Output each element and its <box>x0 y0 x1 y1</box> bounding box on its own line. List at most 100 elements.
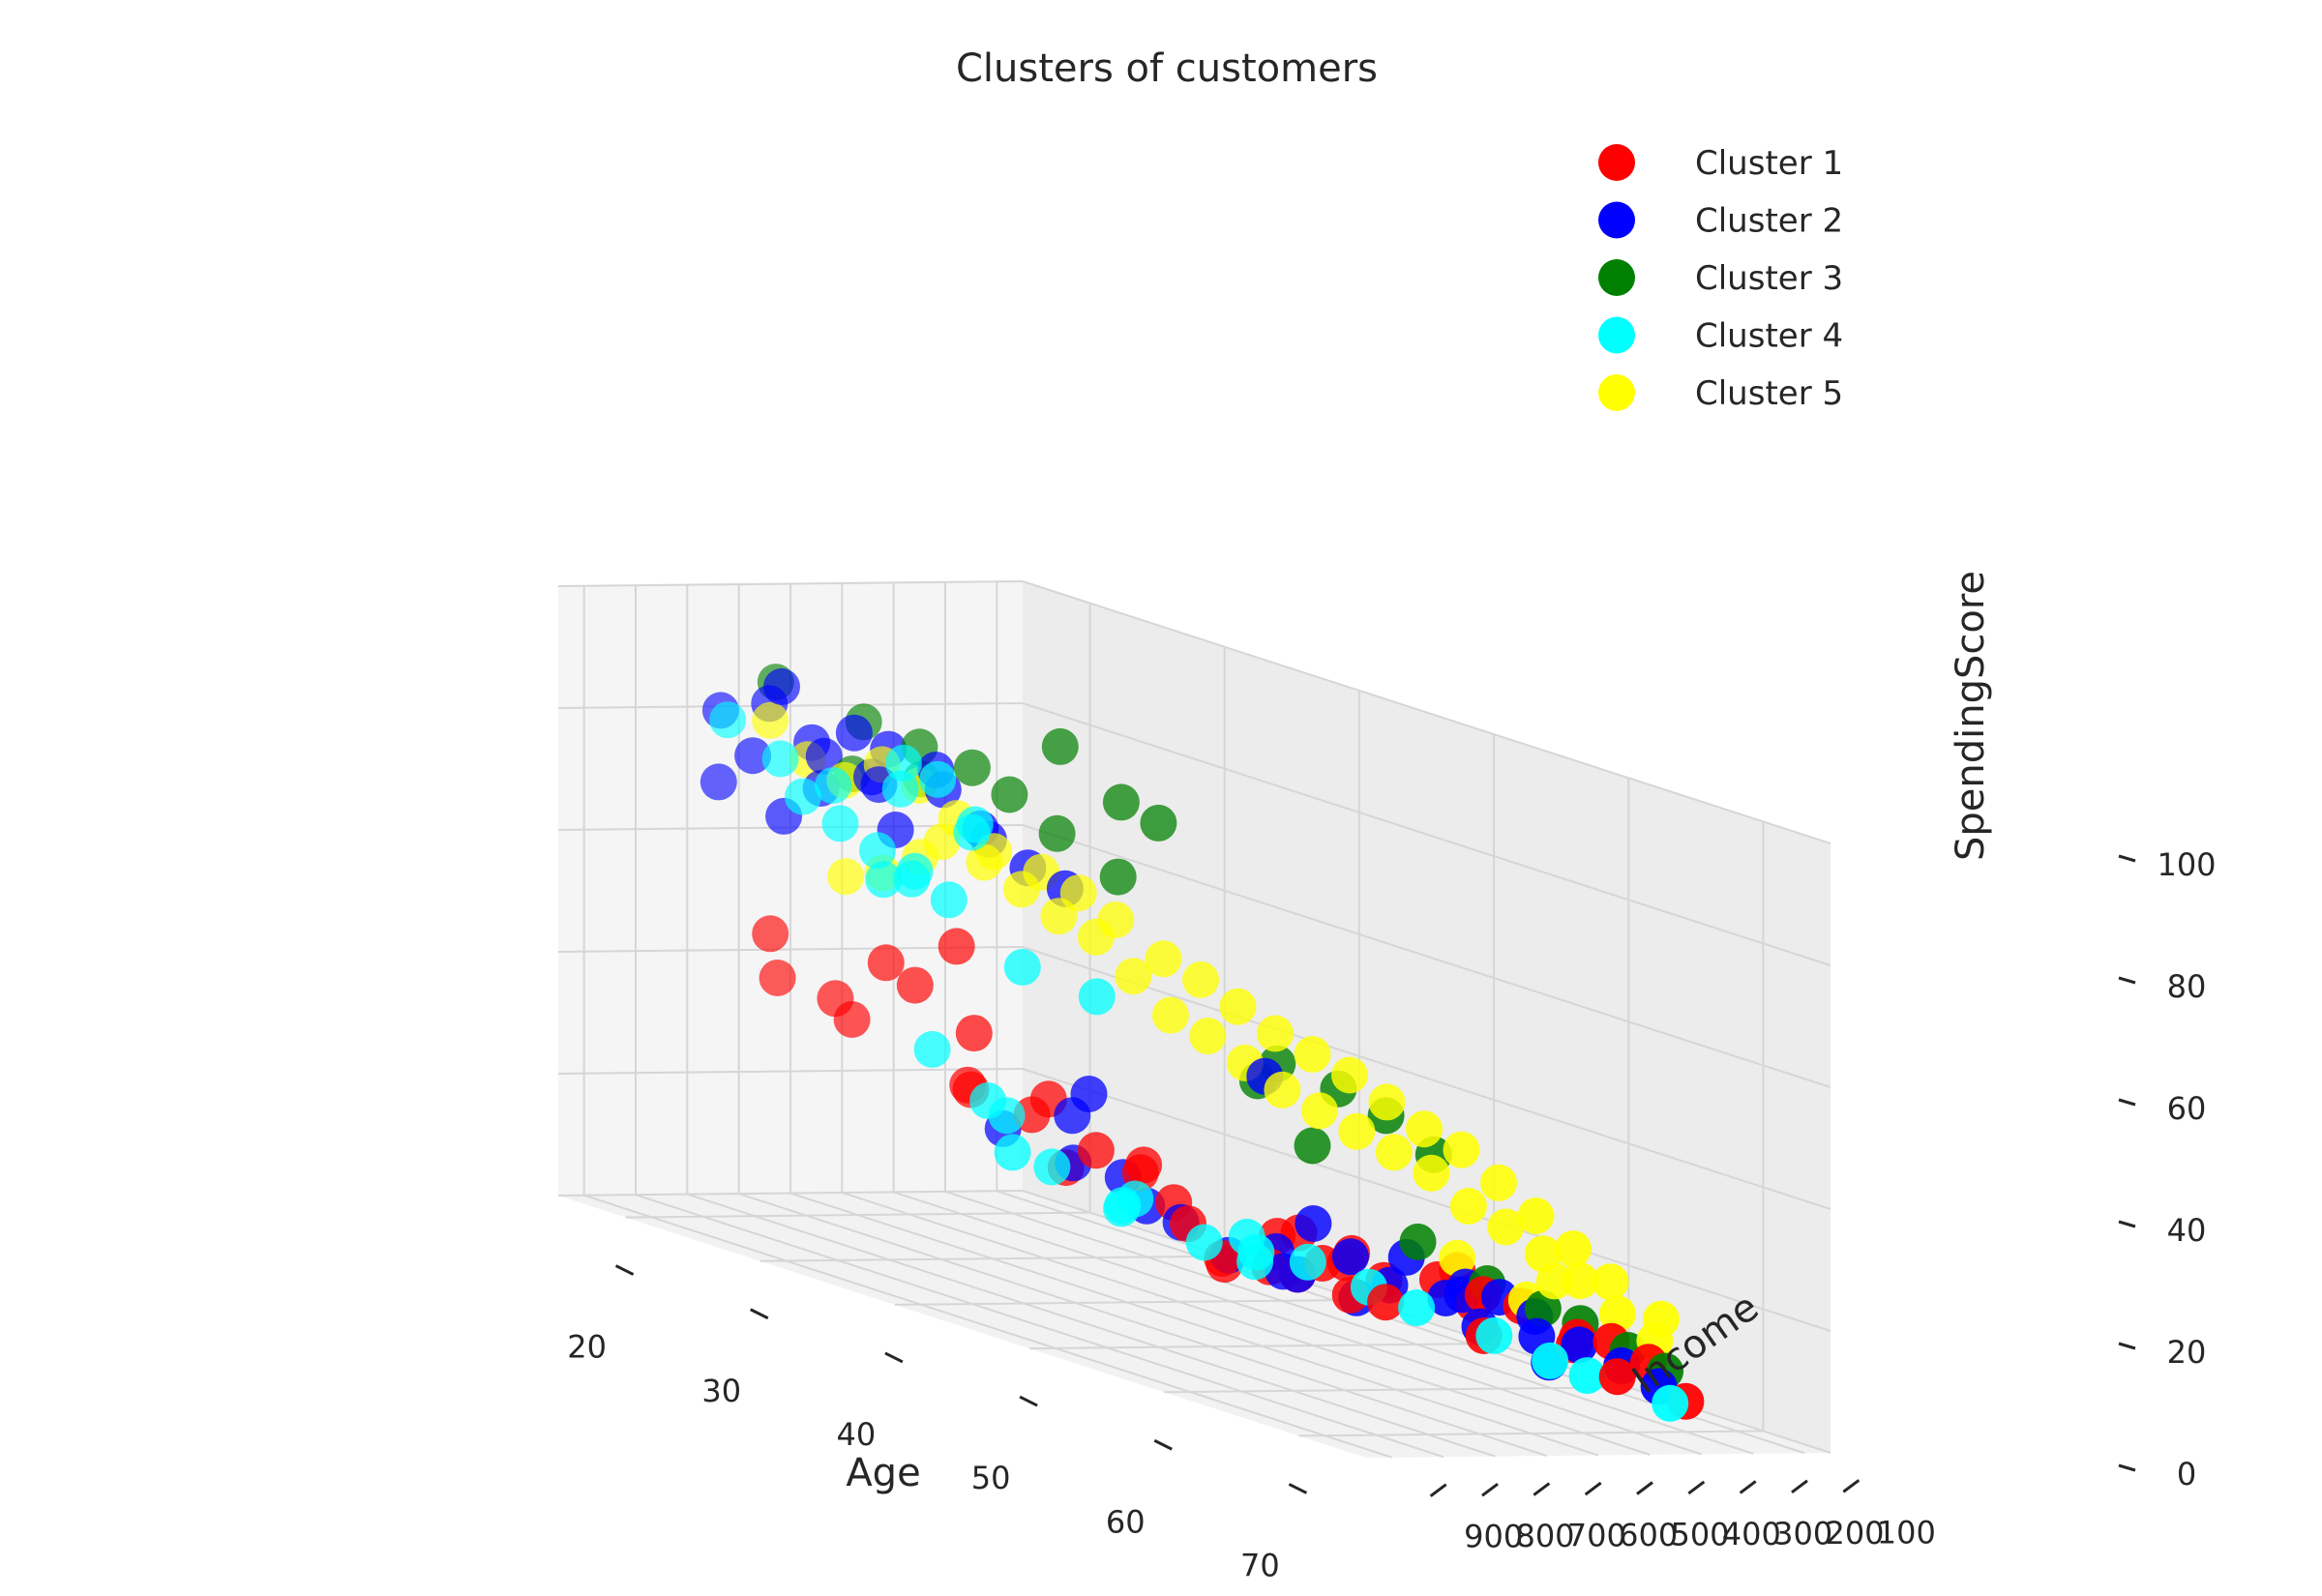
cluster-3-point <box>1038 814 1076 852</box>
x-tick-label: 20 <box>567 1329 607 1366</box>
cluster-5-point <box>1189 1018 1227 1055</box>
cluster-4-point <box>881 770 919 808</box>
cluster-4-point <box>709 701 747 739</box>
cluster-1-point <box>752 915 789 953</box>
cluster-3-point <box>1294 1127 1331 1165</box>
cluster-5-point <box>1300 1092 1338 1130</box>
y-tick-mark <box>1584 1481 1602 1496</box>
cluster-4-point <box>761 740 799 778</box>
x-tick-mark <box>614 1264 635 1276</box>
grid-line-z-left <box>557 580 1024 587</box>
cluster-3-point <box>1524 1290 1562 1327</box>
z-tick-mark <box>2118 976 2136 985</box>
cluster-5-point <box>1443 1131 1480 1168</box>
cluster-4-point <box>821 805 859 842</box>
cluster-4-point <box>930 881 968 919</box>
y-tick-mark <box>1842 1479 1861 1493</box>
grid-line-z-left <box>557 702 1024 709</box>
cluster-4-point <box>1185 1224 1223 1261</box>
x-axis-label: Age <box>846 1451 920 1495</box>
z-tick-label: 20 <box>2167 1334 2207 1371</box>
cluster-2-point <box>763 667 800 705</box>
grid-line-y-floor <box>944 1190 1754 1455</box>
legend-marker-cluster-5 <box>1598 374 1635 411</box>
cluster-5-point <box>1439 1239 1476 1277</box>
y-tick-mark <box>1429 1483 1447 1497</box>
y-tick-mark <box>1791 1479 1808 1494</box>
cluster-5-point <box>1264 1071 1301 1108</box>
legend-marker-cluster-2 <box>1598 201 1635 239</box>
y-tick-label: 700 <box>1567 1518 1626 1554</box>
cluster-2-point <box>700 763 737 801</box>
cluster-2-point <box>1070 1076 1108 1112</box>
cluster-3-point <box>1140 804 1177 842</box>
cluster-4-point <box>785 778 821 815</box>
axes-panes <box>558 581 1831 1458</box>
y-tick-label: 900 <box>1464 1519 1523 1555</box>
cluster-3-point <box>953 749 991 786</box>
z-axis-label: SpendingScore <box>1949 571 1993 861</box>
grid-line-y-floor <box>635 1194 1444 1459</box>
y-tick-mark <box>1739 1480 1757 1494</box>
y-tick-label: 300 <box>1773 1515 1832 1552</box>
cluster-4-point <box>1475 1316 1513 1354</box>
y-tick-label: 600 <box>1619 1517 1678 1553</box>
grid-line-z-back <box>1022 580 1831 844</box>
z-tick-label: 80 <box>2167 968 2207 1005</box>
legend-label-cluster-5: Cluster 5 <box>1695 374 1843 413</box>
x-tick-label: 30 <box>701 1373 741 1409</box>
cluster-4-point <box>994 1134 1031 1171</box>
cluster-1-point <box>1598 1358 1636 1396</box>
cluster-4-point <box>1532 1342 1569 1379</box>
cluster-5-point <box>1257 1015 1294 1052</box>
cluster-5-point <box>1294 1036 1331 1073</box>
grid-line-y-floor <box>583 1194 1392 1459</box>
grid-line-y-floor <box>687 1193 1496 1458</box>
cluster-5-point <box>1059 874 1097 912</box>
cluster-3-point <box>1399 1223 1437 1260</box>
cluster-4-point <box>1078 978 1116 1016</box>
cluster-4-point <box>919 760 957 798</box>
cluster-4-point <box>1033 1148 1071 1186</box>
cluster-3-point <box>1099 858 1137 896</box>
cluster-5-point <box>1219 988 1257 1025</box>
cluster-4-point <box>815 767 852 805</box>
z-tick-mark <box>2118 854 2136 863</box>
cluster-4-point <box>859 832 896 870</box>
cluster-4-point <box>1289 1243 1326 1281</box>
x-tick-label: 60 <box>1106 1503 1146 1540</box>
cluster-5-point <box>1182 961 1219 998</box>
y-tick-mark <box>1687 1480 1706 1495</box>
cluster-5-point <box>1115 958 1152 995</box>
cluster-2-point <box>835 714 873 752</box>
cluster-1-point <box>938 928 975 965</box>
cluster-5-point <box>1480 1164 1517 1201</box>
x-tick-mark <box>1153 1438 1173 1451</box>
legend-marker-cluster-4 <box>1598 316 1635 354</box>
grid-line-z-back <box>1022 702 1831 966</box>
y-tick-mark <box>1533 1482 1551 1496</box>
y-tick-mark <box>1636 1481 1653 1495</box>
cluster-2-point <box>1561 1326 1598 1364</box>
cluster-4-point <box>1103 1190 1141 1227</box>
cluster-5-point <box>1368 1083 1406 1121</box>
cluster-1-point <box>833 1001 871 1038</box>
cluster-5-point <box>1338 1112 1376 1150</box>
legend-label-cluster-2: Cluster 2 <box>1695 202 1843 241</box>
grid-line-z-back <box>1022 824 1831 1088</box>
x-tick-label: 40 <box>837 1416 877 1453</box>
z-tick-label: 0 <box>2177 1456 2196 1493</box>
legend-marker-cluster-3 <box>1598 259 1635 296</box>
legend-label-cluster-4: Cluster 4 <box>1695 317 1843 356</box>
cluster-4-point <box>1568 1357 1606 1395</box>
y-tick-label: 500 <box>1670 1517 1729 1553</box>
y-tick-label: 200 <box>1825 1515 1884 1552</box>
cluster-4-point <box>1652 1384 1689 1422</box>
cluster-5-point <box>1487 1208 1525 1246</box>
cluster-5-point <box>1562 1262 1599 1300</box>
cluster-5-point <box>1331 1056 1368 1094</box>
cluster-5-point <box>1097 901 1135 938</box>
z-tick-label: 60 <box>2167 1090 2207 1127</box>
